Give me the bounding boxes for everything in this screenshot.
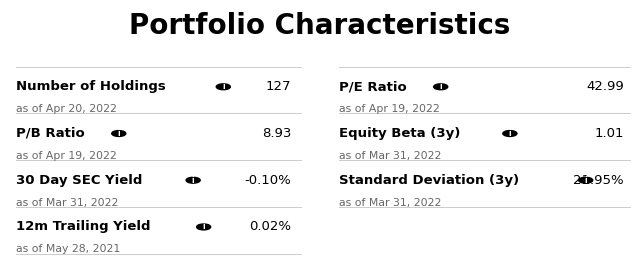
Text: i: i [202,222,205,231]
Text: 0.02%: 0.02% [249,220,291,233]
Text: as of May 28, 2021: as of May 28, 2021 [16,244,120,254]
Text: i: i [222,82,225,91]
Text: Number of Holdings: Number of Holdings [16,80,166,93]
Text: as of Mar 31, 2022: as of Mar 31, 2022 [339,198,442,207]
Text: -0.10%: -0.10% [244,174,291,187]
Text: as of Mar 31, 2022: as of Mar 31, 2022 [339,151,442,161]
Text: 42.99: 42.99 [586,80,624,93]
Text: Standard Deviation (3y): Standard Deviation (3y) [339,174,519,187]
Text: Portfolio Characteristics: Portfolio Characteristics [129,12,511,40]
Text: 1.01: 1.01 [595,127,624,140]
Text: as of Apr 19, 2022: as of Apr 19, 2022 [339,104,440,114]
Circle shape [434,84,448,90]
Text: 8.93: 8.93 [262,127,291,140]
Text: as of Apr 20, 2022: as of Apr 20, 2022 [16,104,117,114]
Text: i: i [440,82,442,91]
Circle shape [196,224,211,230]
Text: as of Apr 19, 2022: as of Apr 19, 2022 [16,151,116,161]
Text: Equity Beta (3y): Equity Beta (3y) [339,127,461,140]
Text: i: i [509,129,511,138]
Circle shape [503,131,517,136]
Text: P/B Ratio: P/B Ratio [16,127,84,140]
Text: i: i [192,176,195,185]
Text: 127: 127 [266,80,291,93]
Circle shape [112,131,126,136]
Text: as of Mar 31, 2022: as of Mar 31, 2022 [16,198,118,207]
Text: 12m Trailing Yield: 12m Trailing Yield [16,220,150,233]
Text: P/E Ratio: P/E Ratio [339,80,407,93]
Circle shape [579,177,593,183]
Text: i: i [584,176,587,185]
Text: 21.95%: 21.95% [573,174,624,187]
Circle shape [216,84,230,90]
Text: 30 Day SEC Yield: 30 Day SEC Yield [16,174,142,187]
Circle shape [186,177,200,183]
Text: i: i [118,129,120,138]
